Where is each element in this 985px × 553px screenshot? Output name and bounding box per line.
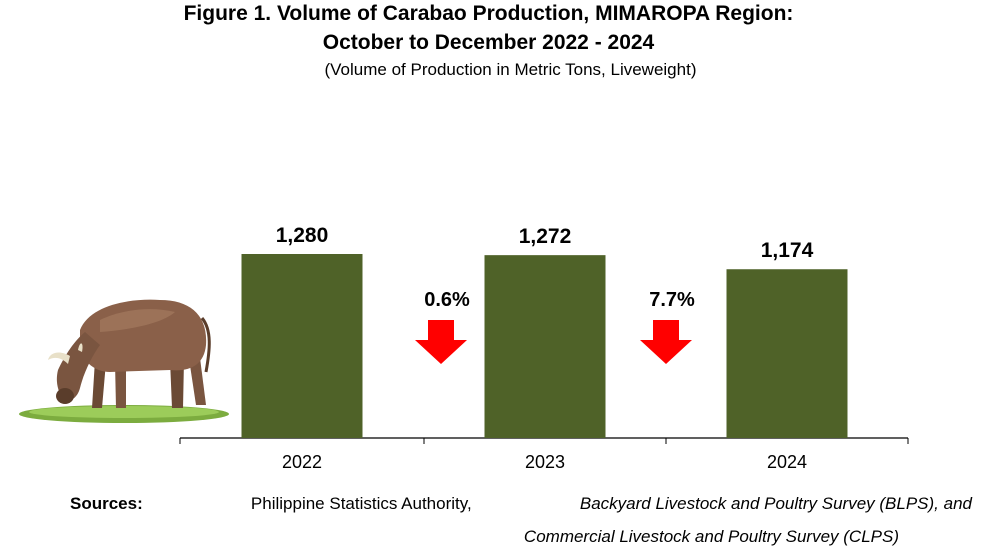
bar-2023 <box>484 255 606 438</box>
chart-title-line1: Figure 1. Volume of Carabao Production, … <box>183 2 794 25</box>
sources-survey1: Backyard Livestock and Poultry Survey (B… <box>579 494 972 513</box>
change-label-1: 0.6% <box>424 289 470 311</box>
sources-label: Sources: <box>70 494 143 513</box>
sources-survey2: Commercial Livestock and Poultry Survey … <box>523 527 899 546</box>
x-tick-2024: 2024 <box>767 452 807 472</box>
sources-agency: Philippine Statistics Authority, <box>250 494 472 513</box>
chart-title-line2: October to December 2022 - 2024 <box>322 31 655 54</box>
sources-note: Sources: Philippine Statistics Authority… <box>70 487 972 553</box>
x-tick-2023: 2023 <box>525 452 565 472</box>
x-tick-2022: 2022 <box>282 452 322 472</box>
data-label-2024: 1,174 <box>761 239 814 262</box>
bar-2024 <box>726 269 848 438</box>
data-label-2023: 1,272 <box>519 225 572 248</box>
data-label-2022: 1,280 <box>276 224 329 247</box>
x-axis <box>179 437 909 444</box>
change-label-2: 7.7% <box>649 289 695 311</box>
chart-subtitle: (Volume of Production in Metric Tons, Li… <box>324 60 697 79</box>
carabao-icon <box>19 299 229 423</box>
down-arrow-icon <box>640 320 692 364</box>
bar-2022 <box>241 254 363 438</box>
down-arrow-icon <box>415 320 467 364</box>
